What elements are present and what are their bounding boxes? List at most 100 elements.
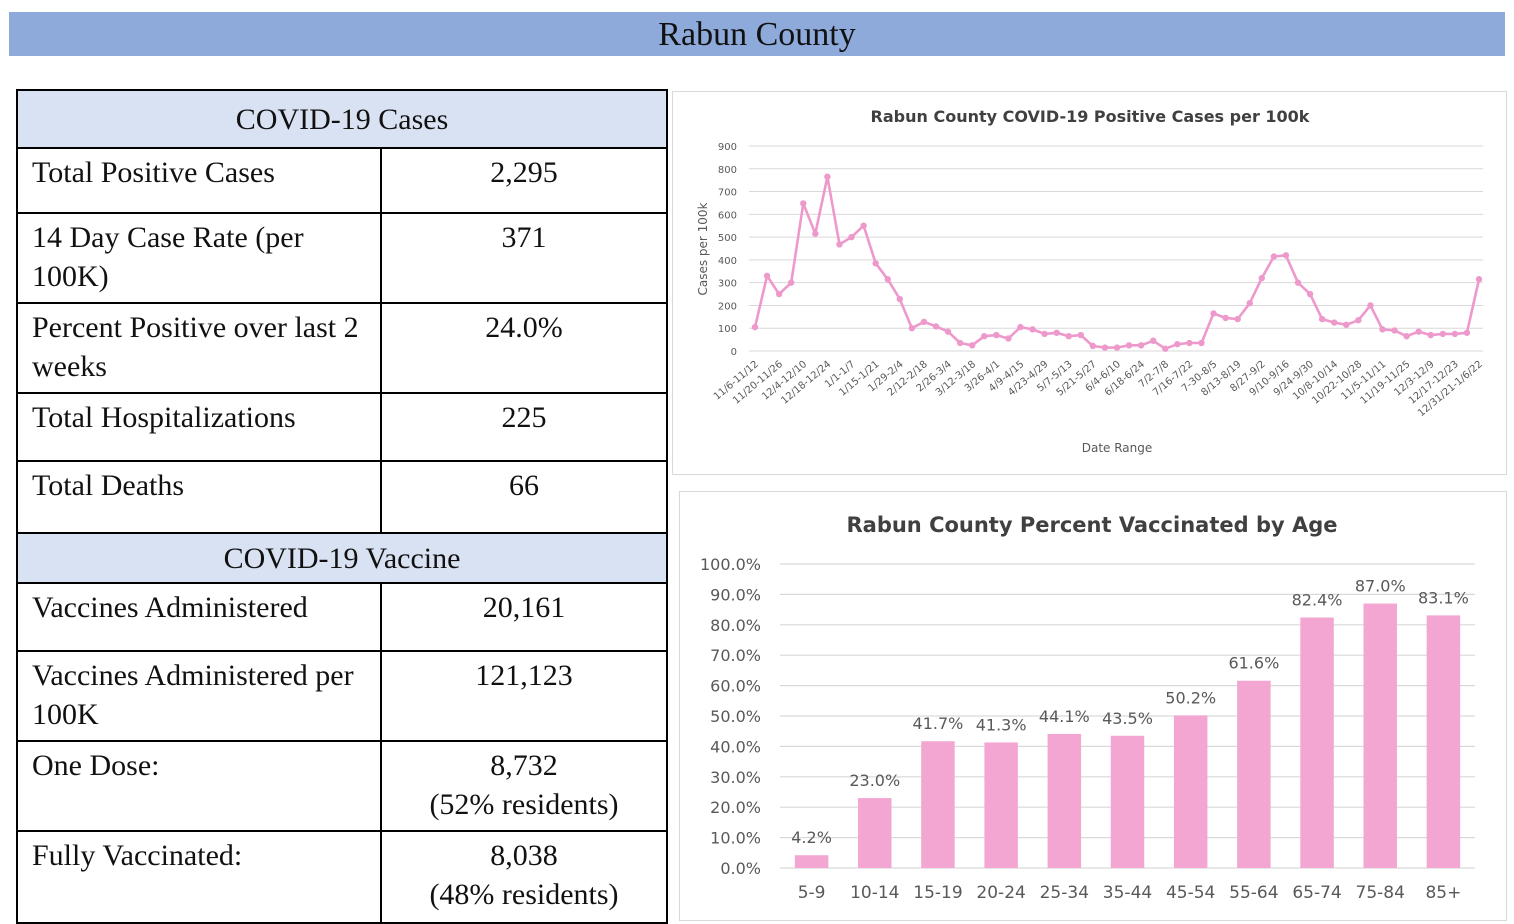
x-tick-labels: 11/6-11/1211/20-11/2612/4-12/1012/18-12/… [712,359,1485,419]
section-title: COVID-19 Vaccine [15,532,669,584]
y-tick-label: 100.0% [700,555,761,574]
cases-line-chart-card: Rabun County COVID-19 Positive Cases per… [672,91,1507,475]
bar [794,855,829,868]
data-point [763,272,771,280]
row-label: Total Hospitalizations [16,392,382,462]
row-label: Vaccines Administered [16,582,382,652]
x-tick-label: 65-74 [1292,883,1341,903]
data-label: 4.2% [791,828,832,847]
bar [921,741,955,868]
row-value: 8,038 [490,839,558,872]
data-point [836,241,843,248]
table-row: 14 Day Case Rate (per 100K) 371 [16,212,669,304]
data-point [1318,315,1326,323]
bar [1173,715,1208,868]
row-value: 20,161 [379,582,669,652]
row-value: 121,123 [379,650,669,742]
data-label: 50.2% [1165,688,1216,707]
y-tick-label: 0.0% [720,859,761,878]
data-point [920,318,928,326]
y-tick-label: 200 [718,301,737,312]
data-point [1343,321,1350,329]
data-point [1246,299,1253,307]
table-row: One Dose: 8,732 (52% residents) [16,740,669,832]
table-row: Vaccines Administered per 100K 121,123 [16,650,669,742]
y-tick-label: 600 [718,210,737,221]
x-tick-label: 25-34 [1040,883,1089,903]
table-row: Total Hospitalizations 225 [16,392,669,462]
data-point [993,331,1000,339]
data-point [1391,327,1398,334]
data-label: 61.6% [1228,654,1279,673]
data-point [1403,332,1410,340]
data-point [956,339,964,347]
data-point [1475,276,1483,283]
table-row: Fully Vaccinated: 8,038 (48% residents) [16,830,669,924]
data-point [848,233,855,241]
data-point [1222,314,1229,322]
data-point [1041,330,1048,338]
row-value-sub: (52% residents) [429,788,619,821]
data-point [884,276,891,283]
county-banner: Rabun County [9,12,1505,56]
row-value: 2,295 [379,147,669,214]
y-tick-label: 40.0% [710,737,761,756]
chart-title: Rabun County COVID-19 Positive Cases per… [871,107,1310,126]
data-point [1077,331,1084,339]
y-tick-label: 10.0% [710,829,761,848]
data-point [800,200,807,207]
x-tick-label: 85+ [1425,883,1461,903]
bar [858,798,892,868]
bar [1110,735,1145,868]
y-tick-label: 30.0% [710,768,761,787]
data-label: 44.1% [1039,707,1090,726]
y-tick-label: 300 [718,279,737,290]
row-value: 371 [379,212,669,304]
vaccination-bar-chart: Rabun County Percent Vaccinated by Age 0… [700,513,1475,903]
data-point [1125,342,1133,349]
section-title: COVID-19 Cases [15,89,669,149]
data-point [1355,317,1362,324]
data-point [1053,329,1060,336]
data-point [1463,329,1471,336]
line-series [751,173,1483,352]
bar [1300,617,1334,868]
x-axis-label: Date Range [1082,441,1153,455]
y-tick-label: 100 [718,324,737,335]
data-point [944,328,952,335]
data-point [908,325,916,332]
bar-series [794,603,1461,868]
x-tick-label: 20-24 [976,883,1025,903]
data-label: 83.1% [1418,588,1469,607]
data-point [1174,340,1181,348]
data-point [751,323,759,331]
cases-line-chart: Rabun County COVID-19 Positive Cases per… [696,107,1485,455]
row-value-group: 8,038 (48% residents) [379,830,669,924]
x-tick-label: 15-19 [913,883,962,903]
y-gridlines [749,145,1483,352]
row-value: 24.0% [379,302,669,394]
data-point [1137,342,1145,349]
y-tick-labels: 0.0% 10.0% 20.0% 30.0% 40.0% 50.0% 60.0% 70.0% 8… [700,555,761,878]
stats-table: COVID-19 Cases Total Positive Cases 2,29… [15,89,669,924]
table-row: Total Deaths 66 [16,460,669,534]
data-label: 82.4% [1292,591,1343,610]
row-value: 225 [379,392,669,462]
data-point [1258,274,1265,282]
data-point [932,323,940,330]
bar [1047,733,1082,868]
table-row: Percent Positive over last 2 weeks 24.0% [16,302,669,394]
data-point [1162,345,1169,352]
data-label: 23.0% [849,771,900,790]
data-point [896,295,903,303]
page-title: Rabun County [658,16,856,53]
data-point [1294,279,1302,286]
data-point [775,290,783,298]
y-tick-label: 500 [718,233,737,244]
row-value-sub: (48% residents) [429,878,619,911]
x-tick-label: 35-44 [1103,883,1152,903]
y-tick-label: 0 [731,347,737,358]
data-point [1017,323,1024,331]
row-label: Percent Positive over last 2 weeks [16,302,382,394]
data-point [1306,290,1314,298]
